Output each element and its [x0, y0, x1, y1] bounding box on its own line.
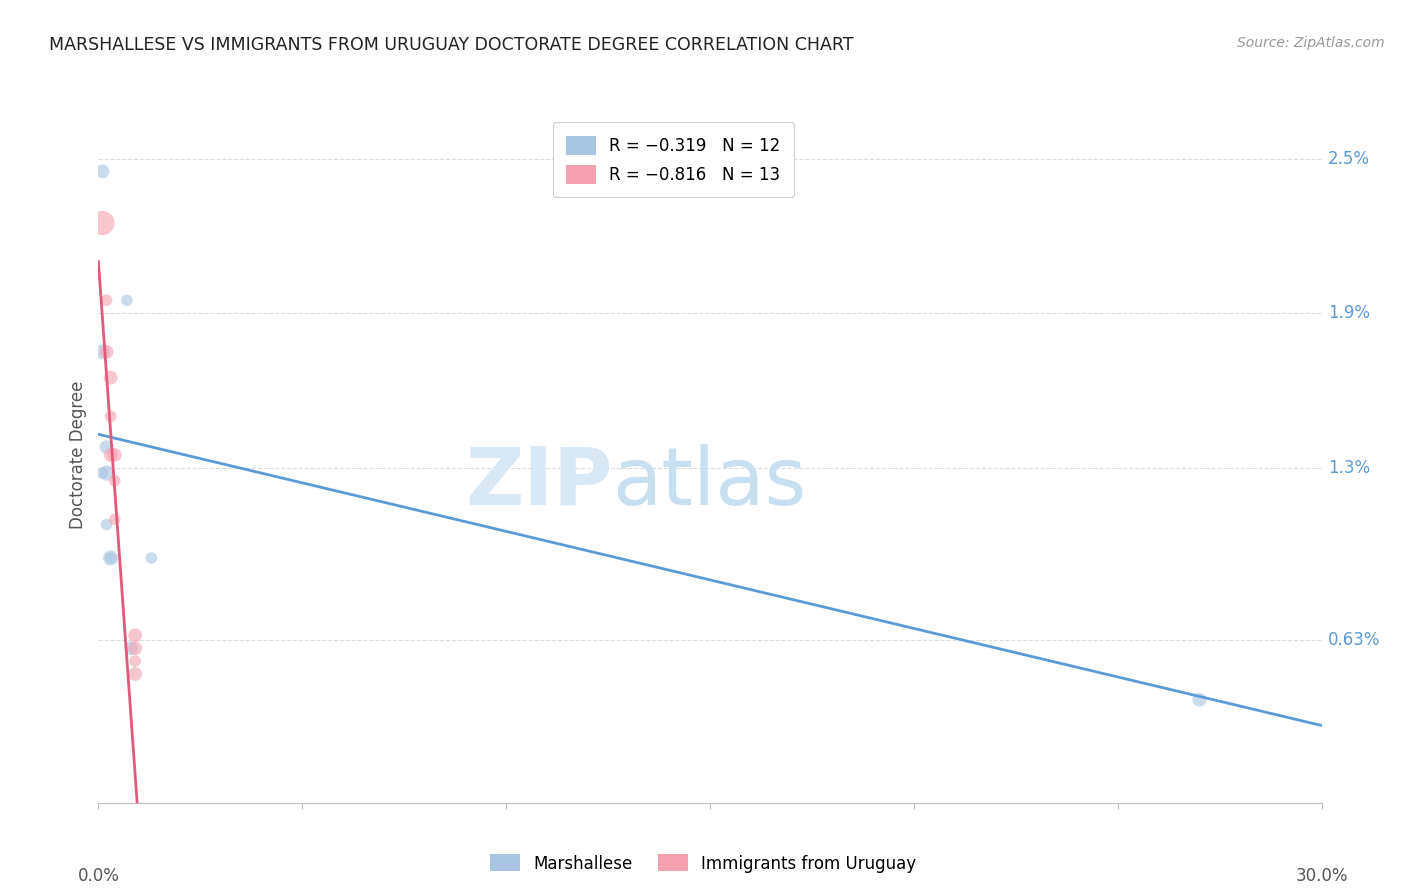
Legend: Marshallese, Immigrants from Uruguay: Marshallese, Immigrants from Uruguay — [484, 847, 922, 880]
Text: atlas: atlas — [612, 443, 807, 522]
Text: 0.63%: 0.63% — [1327, 632, 1381, 649]
Point — [91, 164, 114, 178]
Point — [96, 293, 118, 308]
Point — [1188, 692, 1211, 706]
Point — [91, 344, 114, 359]
Text: MARSHALLESE VS IMMIGRANTS FROM URUGUAY DOCTORATE DEGREE CORRELATION CHART: MARSHALLESE VS IMMIGRANTS FROM URUGUAY D… — [49, 36, 853, 54]
Point — [96, 344, 118, 359]
Text: 2.5%: 2.5% — [1327, 150, 1369, 168]
Point — [104, 448, 127, 462]
Text: 1.9%: 1.9% — [1327, 304, 1369, 322]
Point — [91, 466, 114, 480]
Y-axis label: Doctorate Degree: Doctorate Degree — [69, 381, 87, 529]
Point — [100, 409, 122, 424]
Point — [104, 512, 127, 526]
Point — [124, 654, 146, 668]
Point — [96, 517, 118, 532]
Point — [100, 551, 122, 566]
Point — [104, 474, 127, 488]
Text: Source: ZipAtlas.com: Source: ZipAtlas.com — [1237, 36, 1385, 50]
Point — [124, 667, 146, 681]
Text: 30.0%: 30.0% — [1295, 867, 1348, 885]
Text: ZIP: ZIP — [465, 443, 612, 522]
Point — [124, 628, 146, 642]
Text: 1.3%: 1.3% — [1327, 458, 1369, 477]
Point — [100, 370, 122, 384]
Point — [100, 551, 122, 566]
Point — [96, 466, 118, 480]
Point — [100, 448, 122, 462]
Point — [124, 641, 146, 656]
Point — [91, 216, 114, 230]
Text: 0.0%: 0.0% — [77, 867, 120, 885]
Point — [96, 440, 118, 454]
Point — [141, 551, 163, 566]
Point — [120, 641, 142, 656]
Legend: R = −0.319   N = 12, R = −0.816   N = 13: R = −0.319 N = 12, R = −0.816 N = 13 — [553, 122, 794, 197]
Point — [115, 293, 138, 308]
